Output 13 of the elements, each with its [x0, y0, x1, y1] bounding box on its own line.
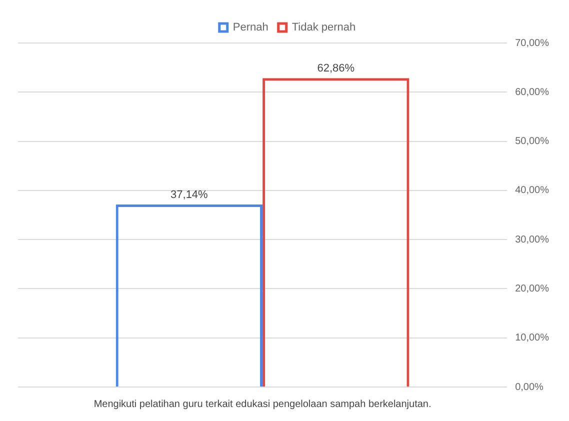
x-tick-label: Mengikuti pelatihan guru terkait edukasi pengelolaan sampah berkelanjutan. — [94, 398, 432, 410]
y-tick-label: 60,00% — [515, 86, 550, 98]
legend-label: Tidak pernah — [292, 22, 356, 34]
legend-label: Pernah — [232, 22, 268, 34]
y-tick-label: 70,00% — [515, 38, 550, 49]
y-tick-label: 30,00% — [515, 234, 550, 246]
y-tick-label: 0,00% — [515, 382, 544, 393]
data-label: 37,14% — [170, 189, 208, 202]
y-tick-label: 20,00% — [515, 283, 550, 294]
y-tick-label: 10,00% — [515, 332, 550, 344]
y-tick-label: 50,00% — [515, 136, 550, 148]
y-tick-label: 40,00% — [515, 185, 550, 196]
data-label: 62,86% — [317, 62, 355, 75]
